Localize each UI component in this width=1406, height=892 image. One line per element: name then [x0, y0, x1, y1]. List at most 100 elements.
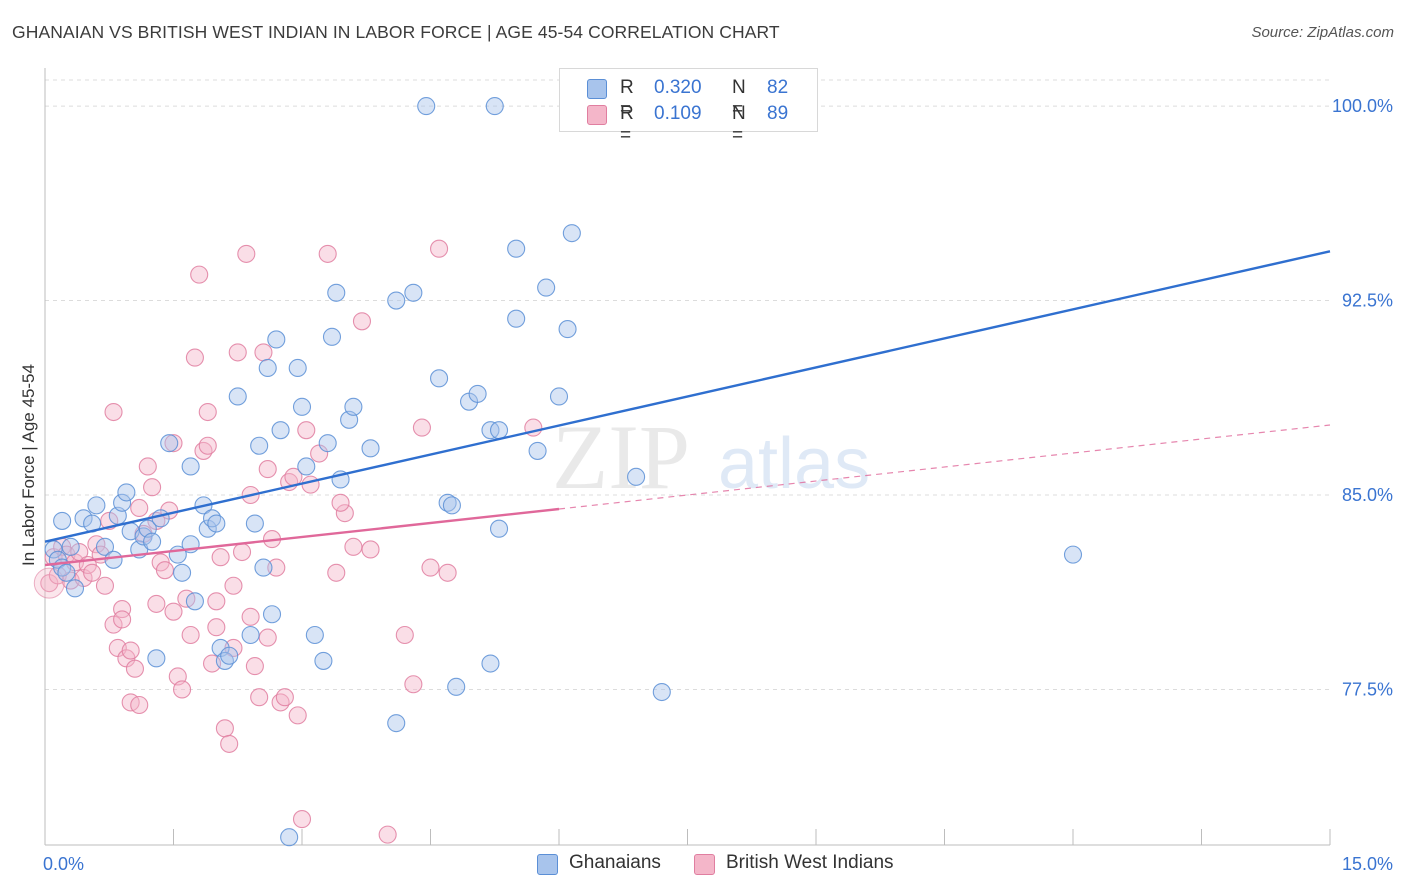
- british-west-indians-point: [155, 561, 174, 580]
- ghanaians-point: [267, 330, 286, 349]
- ghanaians-point: [113, 493, 132, 512]
- british-west-indians-point: [258, 460, 277, 479]
- ghanaians-point: [417, 97, 436, 116]
- british-west-indians-point: [331, 493, 350, 512]
- legend-swatch-blue: [537, 854, 558, 875]
- ghanaians-point: [104, 550, 123, 569]
- ghanaians-point: [288, 358, 307, 378]
- ghanaians-point: [327, 283, 346, 302]
- british-west-indians-point: [143, 478, 162, 497]
- british-west-indians-point: [164, 602, 183, 621]
- ghanaians-point: [280, 828, 299, 847]
- ghanaians-point: [87, 496, 106, 515]
- ghanaians-point: [143, 532, 162, 551]
- british-west-indians-point: [198, 436, 217, 455]
- british-west-indians-point: [344, 537, 363, 556]
- legend-r-label: R =: [620, 103, 634, 146]
- british-west-indians-point: [395, 625, 414, 645]
- ghanaians-point: [507, 239, 526, 258]
- british-west-indians-point: [288, 706, 307, 725]
- legend-label: British West Indians: [726, 852, 894, 873]
- legend-r-value: 0.320: [654, 77, 702, 98]
- british-west-indians-point: [113, 600, 132, 619]
- ghanaians-point: [387, 714, 406, 733]
- axes: [44, 68, 1331, 846]
- british-west-indians-point: [297, 421, 316, 440]
- ghanaians-point: [489, 519, 509, 538]
- legend-label: Ghanaians: [569, 852, 661, 873]
- british-west-indians-point: [130, 498, 149, 518]
- ghanaians-point: [61, 537, 80, 556]
- british-west-indians-point: [318, 244, 337, 263]
- ghanaians-point: [485, 97, 504, 116]
- legend-swatch-pink: [587, 105, 607, 125]
- legend-r-label: R =: [620, 77, 634, 120]
- british-west-indians-point: [292, 810, 312, 829]
- british-west-indians-point: [104, 402, 123, 422]
- chart-title: GHANAIAN VS BRITISH WEST INDIAN IN LABOR…: [12, 22, 780, 42]
- gridlines: [45, 79, 1330, 690]
- british-west-indians-point: [232, 542, 252, 562]
- british-west-indians-points: [33, 239, 543, 844]
- ghanaians-point: [322, 327, 342, 346]
- ghanaians-point: [262, 605, 282, 624]
- ghanaians-point: [558, 320, 577, 339]
- ghanaians-point: [74, 509, 93, 528]
- british-west-indians-trend-extension: [558, 424, 1331, 510]
- ghanaians-point: [344, 397, 363, 416]
- y-tick-label: 77.5%: [1342, 679, 1393, 699]
- british-west-indians-point: [228, 343, 247, 362]
- ghanaians-point: [220, 646, 239, 665]
- legend-n-label: N =: [732, 103, 746, 146]
- ghanaians-point: [442, 496, 461, 515]
- british-west-indians-point: [404, 675, 423, 694]
- ghanaians-point: [489, 421, 509, 440]
- british-west-indians-point: [378, 825, 397, 844]
- british-west-indians-point: [185, 348, 204, 367]
- ghanaians-point: [173, 563, 192, 582]
- ghanaians-point: [228, 387, 247, 406]
- tick-labels: 77.5% 85.0% 92.5% 100.0% 0.0% 15.0%: [43, 96, 1393, 874]
- british-west-indians-point: [215, 719, 234, 738]
- legend-swatch-pink: [694, 854, 715, 875]
- british-west-indians-point: [245, 657, 264, 676]
- british-west-indians-point: [198, 402, 217, 422]
- british-west-indians-point: [207, 592, 226, 611]
- ghanaians-point: [549, 387, 569, 406]
- ghanaians-point: [207, 514, 226, 533]
- british-west-indians-point: [412, 418, 431, 437]
- british-west-indians-point: [147, 594, 166, 613]
- ghanaians-point: [181, 457, 200, 476]
- british-west-indians-point: [361, 540, 380, 559]
- ghanaians-point: [241, 625, 260, 645]
- legend-n-value: 89: [767, 103, 789, 124]
- british-west-indians-point: [190, 265, 209, 284]
- ghanaians-point: [185, 592, 204, 611]
- ghanaians-point: [245, 514, 264, 533]
- watermark-atlas: atlas: [718, 424, 870, 504]
- x-tick-label: 0.0%: [43, 854, 84, 874]
- british-west-indians-point: [430, 239, 449, 258]
- ghanaians-point: [117, 483, 136, 502]
- british-west-indians-point: [33, 567, 65, 599]
- y-tick-label: 100.0%: [1332, 96, 1393, 116]
- ghanaians-point: [404, 283, 423, 302]
- ghanaians-points: [44, 97, 1083, 847]
- british-west-indians-point: [438, 563, 457, 582]
- ghanaians-point: [198, 519, 217, 538]
- british-west-indians-point: [224, 576, 243, 595]
- ghanaians-point: [562, 224, 581, 243]
- british-west-indians-point: [104, 615, 123, 634]
- ghanaians-point: [271, 421, 290, 440]
- ghanaians-point: [258, 358, 277, 378]
- ghanaians-point: [297, 457, 316, 476]
- ghanaians-point: [447, 677, 466, 696]
- ghanaians-point: [652, 682, 671, 702]
- british-west-indians-point: [181, 625, 200, 645]
- ghanaians-point: [305, 625, 324, 645]
- legend-n-value: 82: [767, 77, 789, 98]
- british-west-indians-point: [275, 688, 294, 707]
- british-west-indians-point: [352, 312, 372, 331]
- x-tick-label: 15.0%: [1342, 854, 1393, 874]
- british-west-indians-point: [211, 548, 230, 567]
